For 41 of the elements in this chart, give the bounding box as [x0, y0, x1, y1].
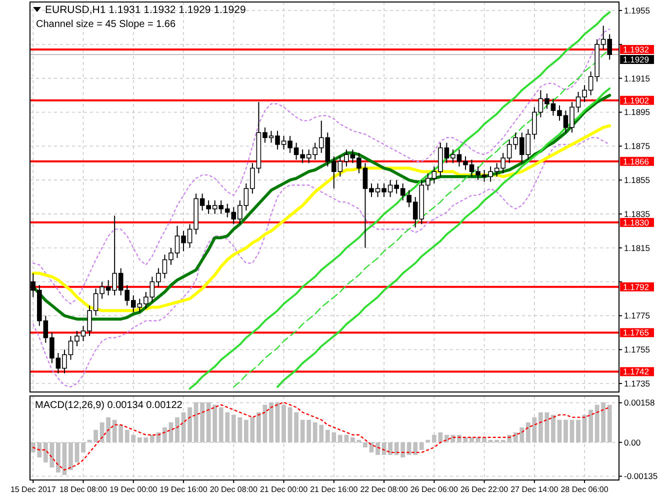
ref-line-label: 1.1765 [623, 328, 650, 338]
y-tick-label: 1.1955 [624, 5, 650, 16]
y-tick-label: 1.1895 [624, 107, 650, 118]
x-tick-label: 15 Dec 2017 [10, 485, 56, 494]
y-tick-label: 0.00158 [624, 398, 655, 408]
y-tick-label: 1.1875 [624, 141, 650, 152]
line-series [32, 28, 610, 304]
x-tick-label: 27 Dec 14:00 [510, 485, 559, 494]
ref-line-label: 1.1742 [623, 366, 650, 377]
chart-title: EURUSD,H1 1.1931 1.1932 1.1929 1.1929 [45, 4, 246, 16]
x-tick-label: 18 Dec 08:00 [59, 485, 108, 494]
y-tick-label: 1.1775 [624, 310, 650, 321]
ref-line-label: 1.1932 [623, 44, 650, 54]
x-tick-label: 26 Dec 22:00 [460, 485, 509, 494]
y-tick-label: -0.00135 [624, 471, 658, 482]
y-tick-label: 0.00 [624, 437, 641, 448]
x-tick-label: 28 Dec 06:00 [560, 485, 609, 494]
y-tick-label: 1.1855 [624, 175, 650, 186]
y-tick-label: 1.1835 [624, 208, 650, 219]
line-series [32, 124, 612, 312]
chart-title: MACD(12,26,9) 0.00134 0.00122 [35, 400, 183, 411]
ref-line-label: 1.1929 [623, 54, 650, 64]
y-tick-label: 1.1815 [624, 242, 650, 253]
x-tick-label: 26 Dec 06:00 [410, 485, 458, 494]
ref-line-label: 1.1866 [623, 156, 650, 166]
x-tick-label: 20 Dec 08:00 [210, 485, 258, 494]
ref-line-label: 1.1792 [623, 282, 650, 292]
x-tick-label: 19 Dec 00:00 [110, 485, 158, 494]
ref-line-label: 1.1902 [623, 95, 650, 106]
y-tick-label: 1.1755 [624, 344, 650, 355]
x-tick-label: 19 Dec 16:00 [160, 485, 208, 494]
x-tick-label: 22 Dec 08:00 [360, 485, 408, 494]
y-tick-label: 1.1915 [624, 73, 650, 84]
y-tick-label: 1.1735 [624, 378, 650, 388]
x-tick-label: 21 Dec 00:00 [260, 485, 308, 494]
ref-line-label: 1.1830 [623, 217, 650, 228]
x-tick-label: 21 Dec 16:00 [310, 485, 358, 494]
line-series [276, 87, 611, 388]
line-series [32, 402, 610, 471]
line-series [32, 137, 610, 388]
text: Channel size = 45 Slope = 1.66 [36, 19, 176, 30]
